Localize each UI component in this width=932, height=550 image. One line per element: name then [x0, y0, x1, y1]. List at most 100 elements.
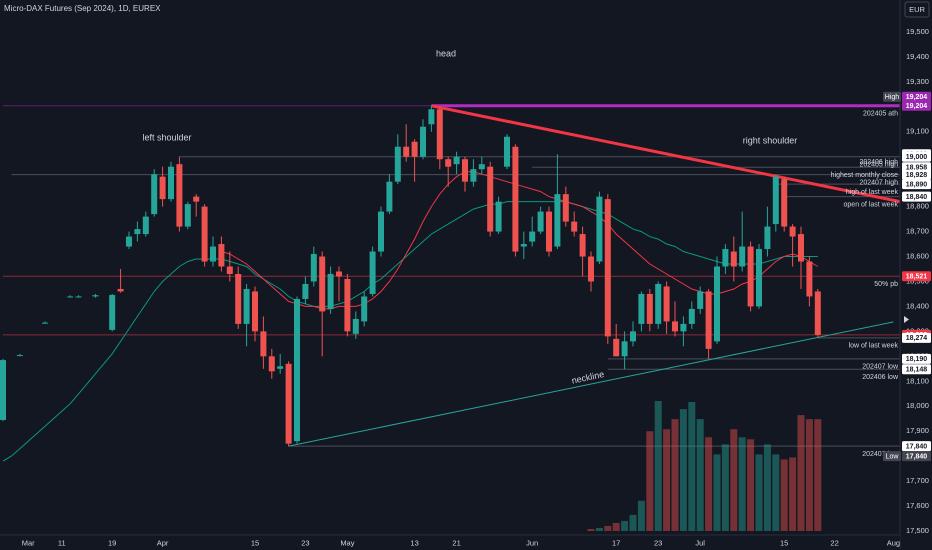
candle-body: [798, 234, 804, 262]
candle-body: [428, 109, 435, 125]
y-tick-label: 18,700: [906, 227, 929, 236]
candle-body: [411, 141, 418, 157]
candle-body: [361, 296, 368, 322]
candle-body: [436, 109, 443, 160]
price-box: [902, 364, 931, 375]
candle-body: [109, 294, 116, 330]
price-tag: [883, 451, 901, 462]
volume-bar: [688, 402, 696, 531]
annotation: left shoulder: [142, 132, 191, 142]
x-tick-label: 13: [410, 538, 418, 547]
candle-body: [747, 246, 754, 307]
candle-body: [386, 181, 393, 212]
level-label: low of last week: [849, 343, 899, 350]
candle-body: [714, 266, 720, 342]
x-tick-label: 19: [108, 538, 116, 547]
candle-body: [621, 341, 628, 357]
candle-body: [226, 266, 233, 274]
candle-body: [235, 273, 242, 324]
volume-bar: [721, 444, 729, 531]
x-tick-label: 15: [780, 538, 788, 547]
volume-bar: [780, 459, 788, 531]
candle-body: [789, 226, 796, 237]
level-label: highest monthly close: [831, 172, 898, 179]
price-box: [902, 353, 931, 364]
x-tick-label: 21: [452, 538, 460, 547]
candle-body: [277, 366, 284, 369]
price-box: [902, 151, 931, 162]
y-tick-label: 19,100: [906, 127, 929, 136]
candle-body: [184, 204, 191, 227]
volume-bar: [646, 431, 654, 531]
candle-body: [705, 291, 712, 349]
volume-bar: [637, 500, 645, 531]
candle-body: [67, 296, 74, 298]
y-tick-label: 18,000: [906, 401, 929, 410]
candle-body: [302, 283, 309, 299]
candle-body: [554, 194, 561, 247]
candle-body: [462, 159, 468, 182]
volume-bar: [730, 429, 738, 531]
candle-body: [142, 216, 149, 235]
price-box-label: 18,521: [906, 274, 928, 281]
candle-body: [201, 206, 208, 262]
candle-body: [394, 146, 401, 182]
price-box-label: 19,000: [906, 154, 928, 161]
y-tick-label: 18,400: [906, 301, 929, 310]
volume-bar: [772, 454, 780, 531]
candle-body: [369, 251, 376, 294]
level-label: 202406 low: [862, 374, 899, 381]
candle-body: [403, 146, 410, 157]
candle-body: [495, 201, 502, 232]
candle-body: [453, 156, 460, 165]
scroll-marker[interactable]: [904, 316, 909, 323]
currency-label[interactable]: EUR: [909, 5, 925, 14]
volume-bar: [713, 454, 721, 531]
price-box-label: 18,928: [906, 172, 928, 179]
y-tick-label: 19,500: [906, 27, 929, 36]
price-box-label: 18,190: [906, 356, 928, 363]
y-tick-label: 17,500: [906, 526, 929, 535]
price-box-label: 18,958: [906, 165, 928, 172]
candle-body: [243, 288, 250, 324]
candle-body: [193, 196, 200, 202]
currency-button[interactable]: [904, 1, 930, 18]
y-tick-label: 17,900: [906, 426, 929, 435]
volume-bar: [663, 429, 671, 531]
candle-body: [478, 164, 485, 170]
candle-body: [42, 322, 48, 324]
candle-body: [445, 159, 452, 167]
candle-body: [134, 229, 141, 235]
candle-body: [176, 164, 183, 227]
level-label: 202406 high: [859, 159, 898, 166]
candle-body: [487, 166, 494, 232]
price-box: [902, 91, 931, 102]
level-label: high of last week: [846, 189, 899, 196]
candle-body: [537, 211, 544, 232]
candle-body: [730, 251, 737, 267]
price-box: [902, 441, 931, 452]
chart-title: Micro-DAX Futures (Sep 2024), 1D, EUREX: [4, 4, 161, 13]
y-tick-label: 18,600: [906, 252, 929, 261]
price-box-label: 18,840: [906, 194, 928, 201]
level-label: 202405 ath: [863, 111, 898, 118]
price-box-label: 19,204: [906, 94, 928, 101]
annotation: right shoulder: [743, 135, 798, 145]
x-tick-label: 11: [58, 538, 66, 547]
candle-body: [588, 256, 594, 282]
volume-bar: [763, 444, 771, 531]
candle-body: [268, 356, 275, 372]
candle-body: [571, 221, 578, 232]
x-tick-label: May: [340, 538, 354, 547]
candle-body: [655, 283, 662, 324]
candle-body: [420, 126, 426, 157]
candle-body: [680, 323, 687, 332]
candle-body: [344, 278, 351, 332]
volume-bar: [696, 419, 704, 531]
candle-body: [352, 318, 359, 334]
candle-body: [562, 194, 569, 222]
volume-bar: [789, 457, 797, 531]
time-axis: [0, 535, 900, 550]
